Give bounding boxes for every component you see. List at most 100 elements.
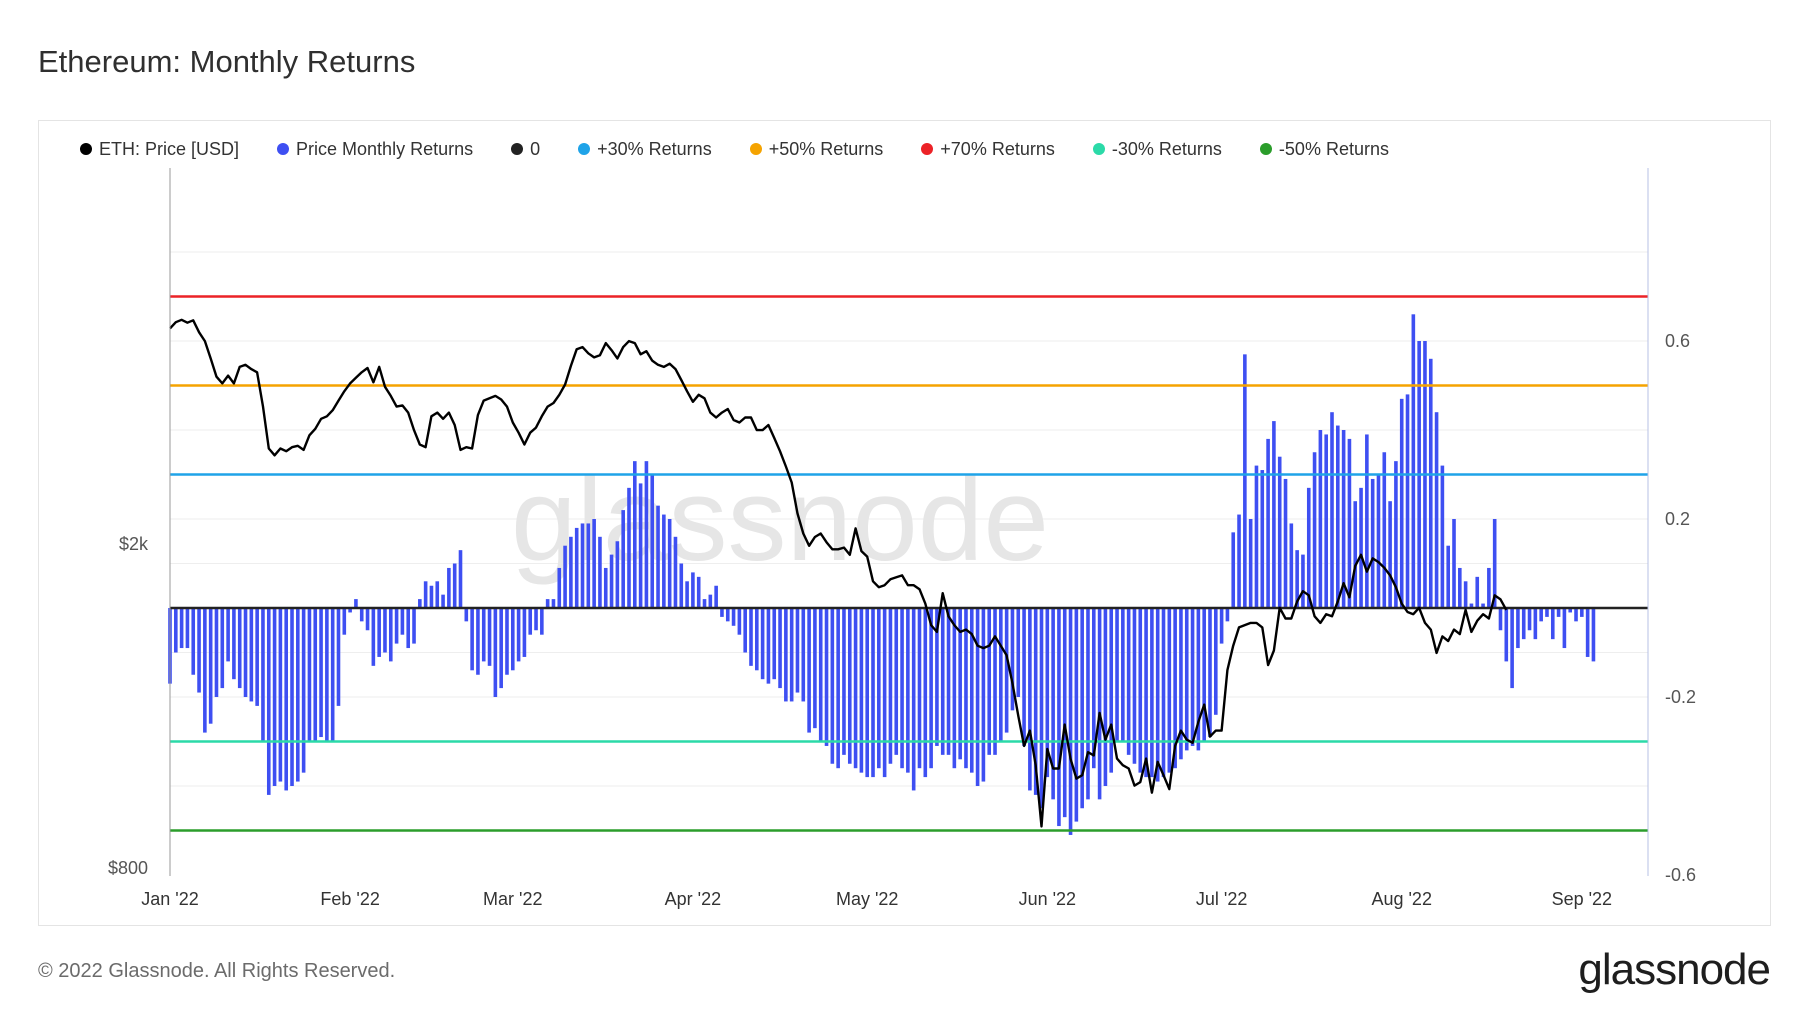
x-tick-label: Feb '22 bbox=[320, 889, 379, 909]
left-tick-label: $2k bbox=[119, 534, 149, 554]
legend-item[interactable]: 0 bbox=[511, 139, 540, 160]
return-bar bbox=[784, 608, 788, 702]
return-bar bbox=[1062, 608, 1067, 818]
return-bar bbox=[1481, 603, 1485, 608]
return-bar bbox=[1243, 354, 1247, 608]
return-bar bbox=[766, 608, 771, 684]
return-bar bbox=[255, 608, 259, 706]
return-bar bbox=[964, 608, 968, 769]
return-bar bbox=[435, 581, 440, 608]
return-bar bbox=[505, 608, 509, 675]
return-bar bbox=[1173, 608, 1177, 769]
return-bar bbox=[993, 608, 997, 755]
return-bar bbox=[174, 608, 178, 653]
return-bar bbox=[1161, 608, 1166, 778]
legend-label: -50% Returns bbox=[1278, 138, 1389, 159]
return-bar bbox=[842, 608, 846, 755]
return-bar bbox=[1370, 478, 1375, 608]
return-bar bbox=[325, 608, 329, 742]
return-bar bbox=[708, 594, 713, 608]
return-bar bbox=[557, 567, 562, 608]
legend-label: 0 bbox=[530, 138, 541, 159]
chart-frame bbox=[38, 120, 1771, 926]
return-bar bbox=[1585, 608, 1590, 657]
return-bar bbox=[598, 536, 602, 608]
return-bar bbox=[656, 505, 660, 608]
return-bar bbox=[923, 608, 928, 778]
return-bar bbox=[348, 608, 352, 613]
legend-label: -30% Returns bbox=[1111, 138, 1222, 159]
return-bar bbox=[447, 567, 451, 608]
legend-item[interactable]: +50% Returns bbox=[749, 139, 883, 160]
return-bar bbox=[1289, 523, 1294, 608]
return-bar bbox=[383, 608, 387, 653]
return-bar bbox=[1306, 487, 1311, 608]
return-bar bbox=[801, 608, 806, 702]
legend-label: Price Monthly Returns bbox=[296, 138, 474, 159]
return-bar bbox=[540, 608, 544, 635]
right-tick-label: -0.6 bbox=[1665, 865, 1696, 885]
return-bar bbox=[418, 599, 422, 608]
legend-item[interactable]: -30% Returns bbox=[1092, 138, 1222, 160]
legend-item[interactable]: ETH: Price [USD] bbox=[80, 139, 239, 160]
chart-legend: ETH: Price [USD] Price Monthly Returns 0 +3… bbox=[80, 136, 1427, 162]
return-bar bbox=[1051, 608, 1055, 800]
return-bar bbox=[1399, 398, 1404, 608]
return-bar bbox=[1591, 608, 1596, 662]
legend-label: ETH: Price [USD] bbox=[99, 138, 240, 159]
return-bar bbox=[208, 608, 213, 724]
return-bar bbox=[929, 608, 933, 769]
legend-dot-icon bbox=[511, 143, 524, 155]
return-bar bbox=[1295, 550, 1299, 608]
return-bar bbox=[1550, 608, 1555, 640]
x-tick-label: Apr '22 bbox=[665, 889, 721, 909]
glassnode-logo: glassnode bbox=[1578, 945, 1771, 994]
return-bar bbox=[470, 608, 474, 671]
right-tick-label: -0.2 bbox=[1665, 687, 1696, 707]
return-bar bbox=[900, 608, 904, 769]
return-bar bbox=[1277, 456, 1282, 608]
return-bar bbox=[1097, 608, 1102, 800]
return-bar bbox=[853, 608, 858, 769]
return-bar bbox=[1463, 581, 1468, 608]
return-bar bbox=[574, 527, 579, 608]
return-bar bbox=[249, 608, 254, 702]
return-bar bbox=[1033, 608, 1038, 795]
return-bar bbox=[1324, 434, 1328, 608]
return-bar bbox=[336, 608, 341, 706]
legend-item[interactable]: +70% Returns bbox=[921, 139, 1055, 160]
return-bar bbox=[1510, 608, 1514, 689]
return-bar bbox=[882, 608, 887, 778]
return-bar bbox=[580, 523, 585, 608]
return-bar bbox=[958, 608, 962, 760]
reference-lines bbox=[170, 295, 1648, 832]
legend-label: +70% Returns bbox=[940, 138, 1055, 159]
return-bar bbox=[702, 599, 707, 608]
return-bar bbox=[232, 608, 236, 680]
legend-item[interactable]: -50% Returns bbox=[1259, 138, 1389, 160]
return-bar bbox=[1248, 519, 1253, 608]
return-bar bbox=[1260, 470, 1265, 608]
return-bar bbox=[1266, 438, 1270, 608]
return-bar bbox=[778, 608, 782, 689]
return-bar bbox=[1359, 487, 1363, 608]
return-bar bbox=[1336, 425, 1340, 608]
legend-item[interactable]: +30% Returns bbox=[578, 139, 712, 160]
return-bar bbox=[1452, 519, 1456, 608]
return-bar bbox=[813, 608, 817, 729]
return-bar bbox=[1516, 608, 1520, 649]
return-bar bbox=[1580, 608, 1584, 617]
return-bar bbox=[755, 608, 759, 671]
return-bar bbox=[1353, 501, 1358, 608]
return-bar bbox=[516, 608, 521, 662]
return-bar bbox=[1144, 608, 1148, 778]
return-bar bbox=[731, 608, 736, 626]
legend-item[interactable]: Price Monthly Returns bbox=[277, 139, 473, 160]
return-bar bbox=[464, 608, 469, 622]
x-tick-label: Sep '22 bbox=[1552, 889, 1613, 909]
return-bar bbox=[1167, 608, 1172, 773]
x-tick-label: Jan '22 bbox=[141, 889, 198, 909]
return-bar bbox=[1074, 608, 1079, 822]
return-bar bbox=[528, 608, 533, 635]
